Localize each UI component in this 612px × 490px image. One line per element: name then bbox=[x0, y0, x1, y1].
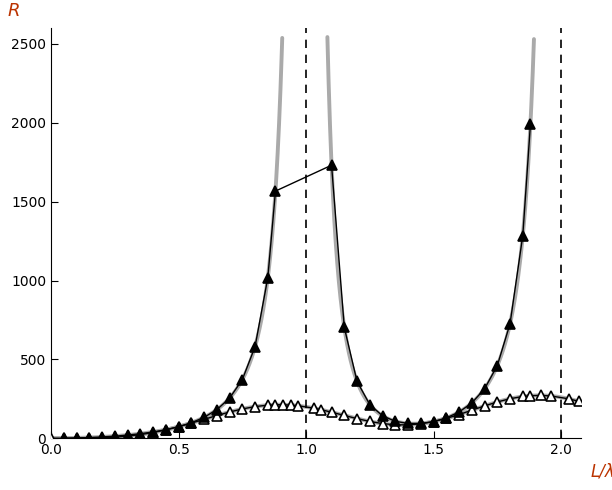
X-axis label: L/λ: L/λ bbox=[590, 463, 612, 481]
Y-axis label: R: R bbox=[8, 2, 20, 20]
